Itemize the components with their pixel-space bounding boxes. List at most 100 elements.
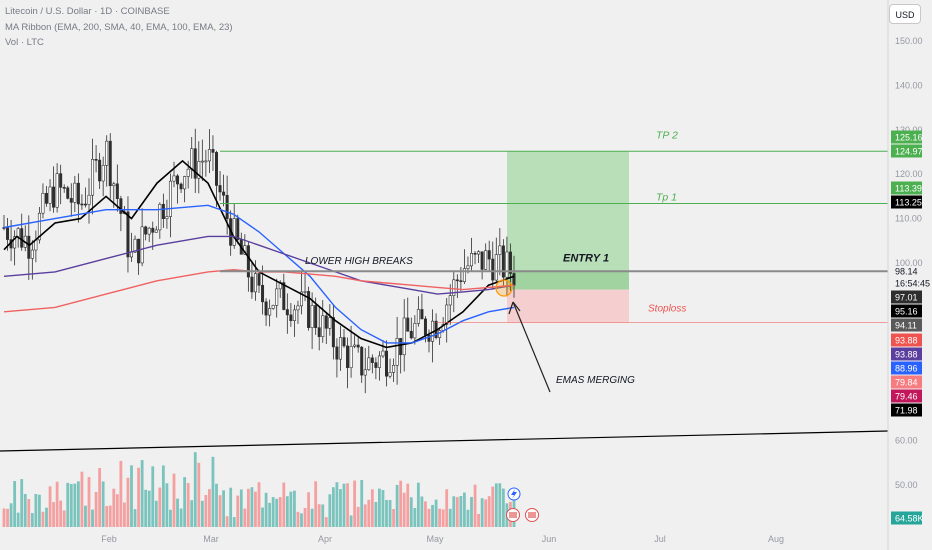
volume-bar — [342, 483, 346, 527]
x-tick-label: Aug — [768, 534, 784, 544]
volume-bar — [236, 495, 240, 527]
candle-body — [126, 211, 130, 258]
candle-body — [225, 194, 229, 219]
candle-body — [285, 309, 289, 316]
candle-body — [44, 192, 48, 204]
candle-body — [179, 183, 183, 190]
volume-bar — [62, 510, 66, 527]
candle-body — [501, 245, 505, 278]
candle-body — [484, 250, 488, 270]
volume-bar — [87, 477, 91, 527]
price-label: 64.58K — [895, 514, 924, 524]
candle-body — [282, 282, 286, 310]
volume-bar — [331, 487, 335, 527]
candle-body — [487, 250, 491, 260]
candle-body — [253, 273, 257, 293]
volume-bar — [218, 495, 222, 527]
candle-body — [41, 192, 45, 214]
volume-bar — [498, 483, 502, 527]
volume-bar — [285, 496, 289, 527]
candle-body — [377, 355, 381, 368]
volume-bar — [123, 502, 126, 527]
flag-glyph — [509, 512, 517, 518]
volume-bar — [179, 508, 183, 527]
volume-bar — [204, 495, 208, 527]
candle-body — [420, 309, 424, 320]
volume-bar — [293, 490, 296, 527]
volume-bar — [239, 489, 243, 527]
candle-body — [218, 185, 222, 193]
candle-body — [324, 315, 328, 329]
candle-body — [215, 152, 219, 186]
candle-body — [66, 187, 70, 199]
price-label: 88.96 — [895, 364, 918, 374]
volume-bar — [282, 482, 286, 527]
volume-bar — [402, 492, 406, 527]
candle-body — [466, 265, 470, 269]
volume-bar — [41, 511, 45, 527]
volume-bar — [76, 481, 80, 527]
volume-bar — [378, 488, 381, 527]
candle-body — [91, 159, 95, 196]
price-label-box — [891, 181, 922, 195]
price-label: 113.25 — [895, 198, 922, 208]
volume-bar — [487, 496, 491, 527]
candle-body — [505, 251, 509, 278]
volume-bar — [491, 486, 495, 527]
lower-high-label: LOWER HIGH BREAKS — [305, 256, 413, 267]
volume-bar — [470, 496, 473, 527]
candle-body — [200, 160, 204, 163]
candle-body — [30, 249, 34, 259]
price-label: 124.97 — [895, 147, 923, 157]
volume-bar — [310, 508, 314, 527]
indicator-legend[interactable]: MA Ribbon (EMA, 200, SMA, 40, EMA, 100, … — [5, 22, 233, 33]
price-label: 125.16 — [895, 133, 923, 143]
volume-bar — [448, 508, 452, 527]
volume-bar — [413, 508, 417, 527]
candle-body — [76, 182, 80, 205]
candle-body — [246, 245, 250, 278]
candle-body — [289, 314, 293, 321]
x-tick-label: Jun — [542, 534, 557, 544]
volume-bar — [27, 499, 31, 527]
candle-body — [321, 315, 325, 337]
candle-body — [144, 226, 148, 235]
candle-body — [473, 252, 477, 255]
volume-bar — [494, 483, 498, 527]
volume-legend[interactable]: Vol · LTC — [5, 37, 44, 48]
candle-body — [310, 305, 314, 328]
candle-body — [374, 362, 378, 368]
candle-body — [370, 357, 374, 363]
candle-body — [491, 258, 495, 281]
candle-body — [452, 279, 456, 296]
candle-body — [236, 218, 240, 240]
candle-body — [402, 317, 406, 356]
x-tick-label: Mar — [203, 534, 219, 544]
candle-body — [6, 227, 10, 240]
currency-button[interactable]: USD — [889, 4, 921, 24]
price-label-box — [891, 347, 922, 361]
price-label-box — [891, 511, 922, 525]
volume-bar — [91, 509, 94, 527]
volume-bar — [6, 508, 9, 527]
candle-body — [413, 323, 417, 339]
symbol-title[interactable]: Litecoin / U.S. Dollar · 1D · COINBASE — [5, 6, 170, 17]
support-trendline — [0, 430, 889, 452]
volume-bar — [133, 509, 137, 527]
volume-bar — [370, 489, 374, 527]
volume-bar — [169, 509, 172, 527]
volume-bar — [431, 504, 434, 527]
candle-body — [105, 140, 109, 166]
candle-body — [328, 317, 332, 329]
price-label: 97.01 — [895, 293, 918, 303]
candle-body — [140, 226, 144, 264]
candle-body — [349, 346, 353, 369]
candle-body — [13, 236, 17, 249]
volume-bar — [409, 497, 413, 527]
price-label-box — [891, 318, 922, 332]
candle-body — [69, 198, 73, 203]
candle-body — [207, 149, 211, 162]
candle-body — [250, 276, 254, 293]
volume-bar — [434, 499, 438, 527]
